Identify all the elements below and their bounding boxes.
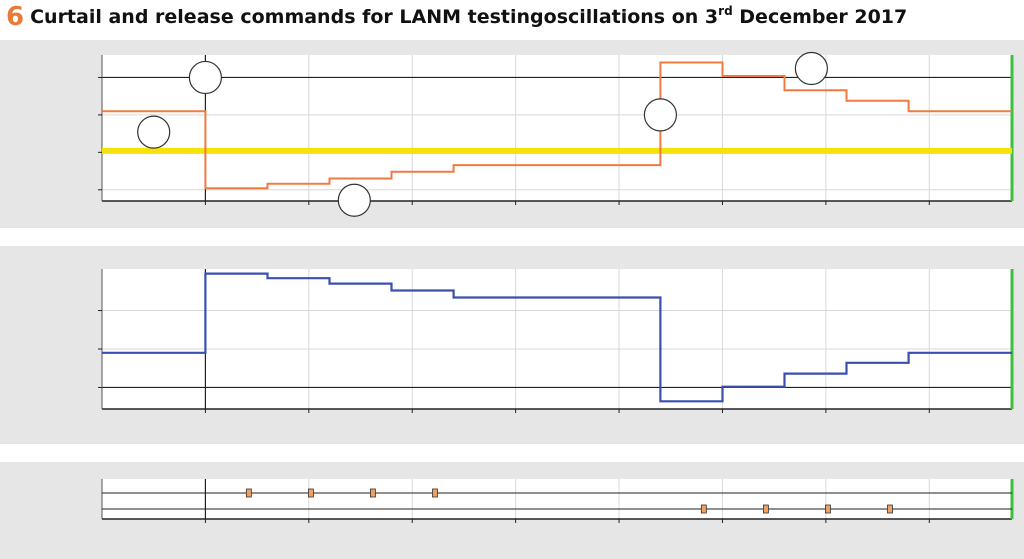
curtail-command-marker (370, 488, 376, 498)
der-panel (0, 246, 1024, 444)
release-command-marker (887, 504, 893, 514)
der-chart (98, 269, 1014, 413)
curtail-command-marker (307, 488, 314, 498)
release-command-marker (700, 504, 707, 514)
figure-title-text: Curtail and release commands for LANM te… (30, 6, 719, 28)
annotation-circle-5 (794, 51, 828, 86)
curtail-command-marker (245, 488, 252, 498)
figure-title-superscript: rd (718, 4, 733, 18)
plot-area (102, 479, 1012, 519)
release-command-marker (825, 504, 831, 514)
figure-title: 6 Curtail and release commands for LANM t… (6, 2, 907, 32)
plot-area (102, 269, 1012, 409)
commands-panel (0, 462, 1024, 559)
annotation-circle-4 (643, 98, 678, 132)
annotation-circle-1 (137, 115, 171, 149)
release-command-marker (762, 504, 769, 514)
der-series-line (102, 272, 1012, 403)
cp1-panel (0, 40, 1024, 228)
figure-title-date: December 2017 (732, 6, 908, 28)
plot-area (102, 55, 1012, 201)
annotation-circle-3 (337, 183, 371, 217)
commands-chart (101, 479, 1014, 523)
annotation-circle-2 (188, 60, 223, 95)
cp1-chart (98, 51, 1014, 217)
curtail-command-marker (432, 488, 438, 498)
cp1-series-line (102, 61, 1012, 190)
figure-number: 6 (6, 2, 25, 32)
